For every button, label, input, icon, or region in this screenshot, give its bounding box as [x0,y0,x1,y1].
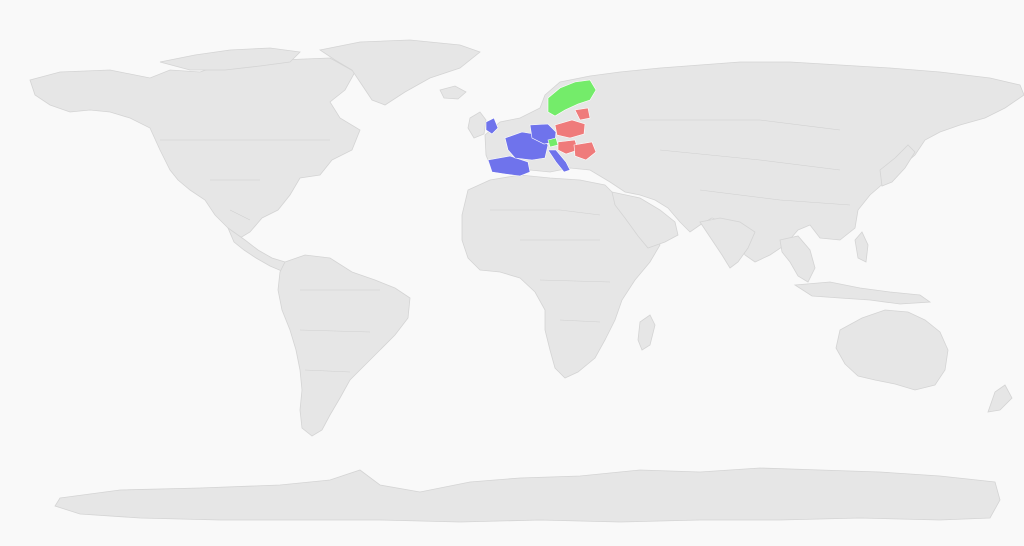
region-group-eastern-europe[interactable] [554,107,597,161]
border-lines-south-america [299,289,380,373]
border-lines-asia [640,119,851,206]
land-indonesia[interactable] [793,281,932,305]
land-philippines[interactable] [854,231,869,263]
land-australia[interactable] [835,309,949,391]
region-italy[interactable] [547,149,571,173]
land-arctic-islands[interactable] [159,47,301,71]
region-uk-ireland[interactable] [485,117,499,135]
region-iberia[interactable] [487,155,531,177]
region-scandinavia[interactable] [547,79,597,117]
land-greenland[interactable] [318,39,481,106]
land-arabian-peninsula[interactable] [611,191,679,249]
land-iceland[interactable] [439,85,467,100]
land-antarctica[interactable] [54,467,1001,523]
border-lines-africa [490,209,611,323]
land-new-zealand[interactable] [987,384,1013,413]
border-lines-north-america [160,139,330,221]
land-southeast-asia[interactable] [779,235,816,283]
region-poland-baltics[interactable] [554,119,586,139]
region-group-northern-europe[interactable] [547,79,597,148]
land-japan[interactable] [879,144,916,187]
land-south-america[interactable] [277,254,411,437]
land-eurasia[interactable] [484,61,1024,263]
region-group-western-europe[interactable] [485,117,571,177]
land-british-isles[interactable] [467,111,487,139]
land-africa[interactable] [461,174,661,379]
region-denmark[interactable] [547,137,559,148]
region-romania-bulgaria[interactable] [573,141,597,161]
region-czech-hungary[interactable] [557,139,579,155]
region-baltic-states[interactable] [574,107,591,121]
land-madagascar[interactable] [637,314,656,351]
land-india[interactable] [699,217,756,269]
